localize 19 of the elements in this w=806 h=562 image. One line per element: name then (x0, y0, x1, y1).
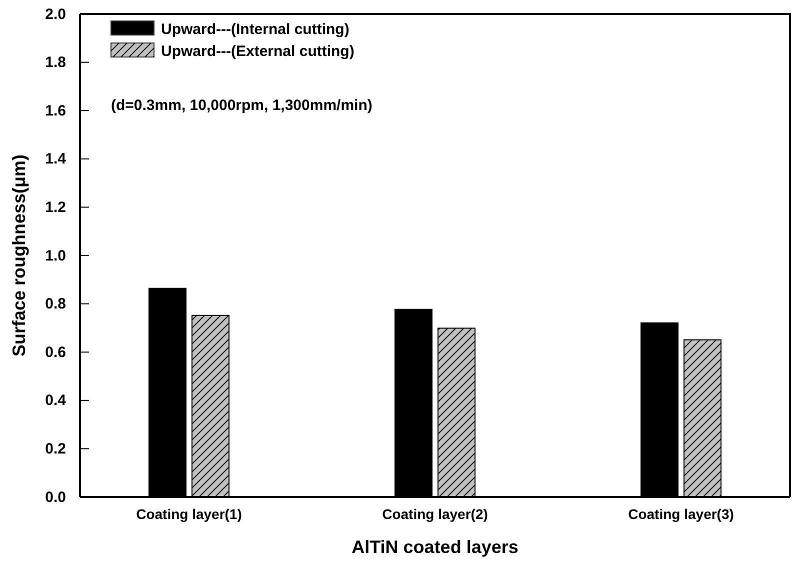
x-tick-label: Coating layer(1) (136, 506, 242, 522)
y-tick-label: 0.8 (45, 296, 66, 313)
y-tick-label: 1.2 (45, 199, 66, 216)
y-tick-label: 0.6 (45, 344, 66, 361)
y-tick-label: 0.4 (45, 392, 67, 410)
y-tick-label: 0.0 (45, 488, 66, 506)
annotation: (d=0.3mm, 10,000rpm, 1,300mm/min) (111, 97, 372, 114)
legend-label: Upward---(External cutting) (161, 43, 354, 60)
y-axis-title: Surface roughness(μm) (9, 154, 29, 357)
legend-label: Upward---(Internal cutting) (161, 21, 350, 38)
y-tick-label: 1.8 (45, 54, 66, 72)
y-tick-label: 1.6 (45, 102, 66, 120)
y-tick-label: 0.2 (45, 440, 66, 458)
y-tick-label: 2.0 (45, 6, 66, 23)
y-tick-label: 1.4 (45, 150, 67, 168)
x-tick-label: Coating layer(3) (628, 506, 734, 522)
x-axis-title: AlTiN coated layers (352, 537, 518, 557)
y-tick-label: 1.0 (45, 247, 66, 264)
x-tick-label: Coating layer(2) (382, 506, 488, 522)
